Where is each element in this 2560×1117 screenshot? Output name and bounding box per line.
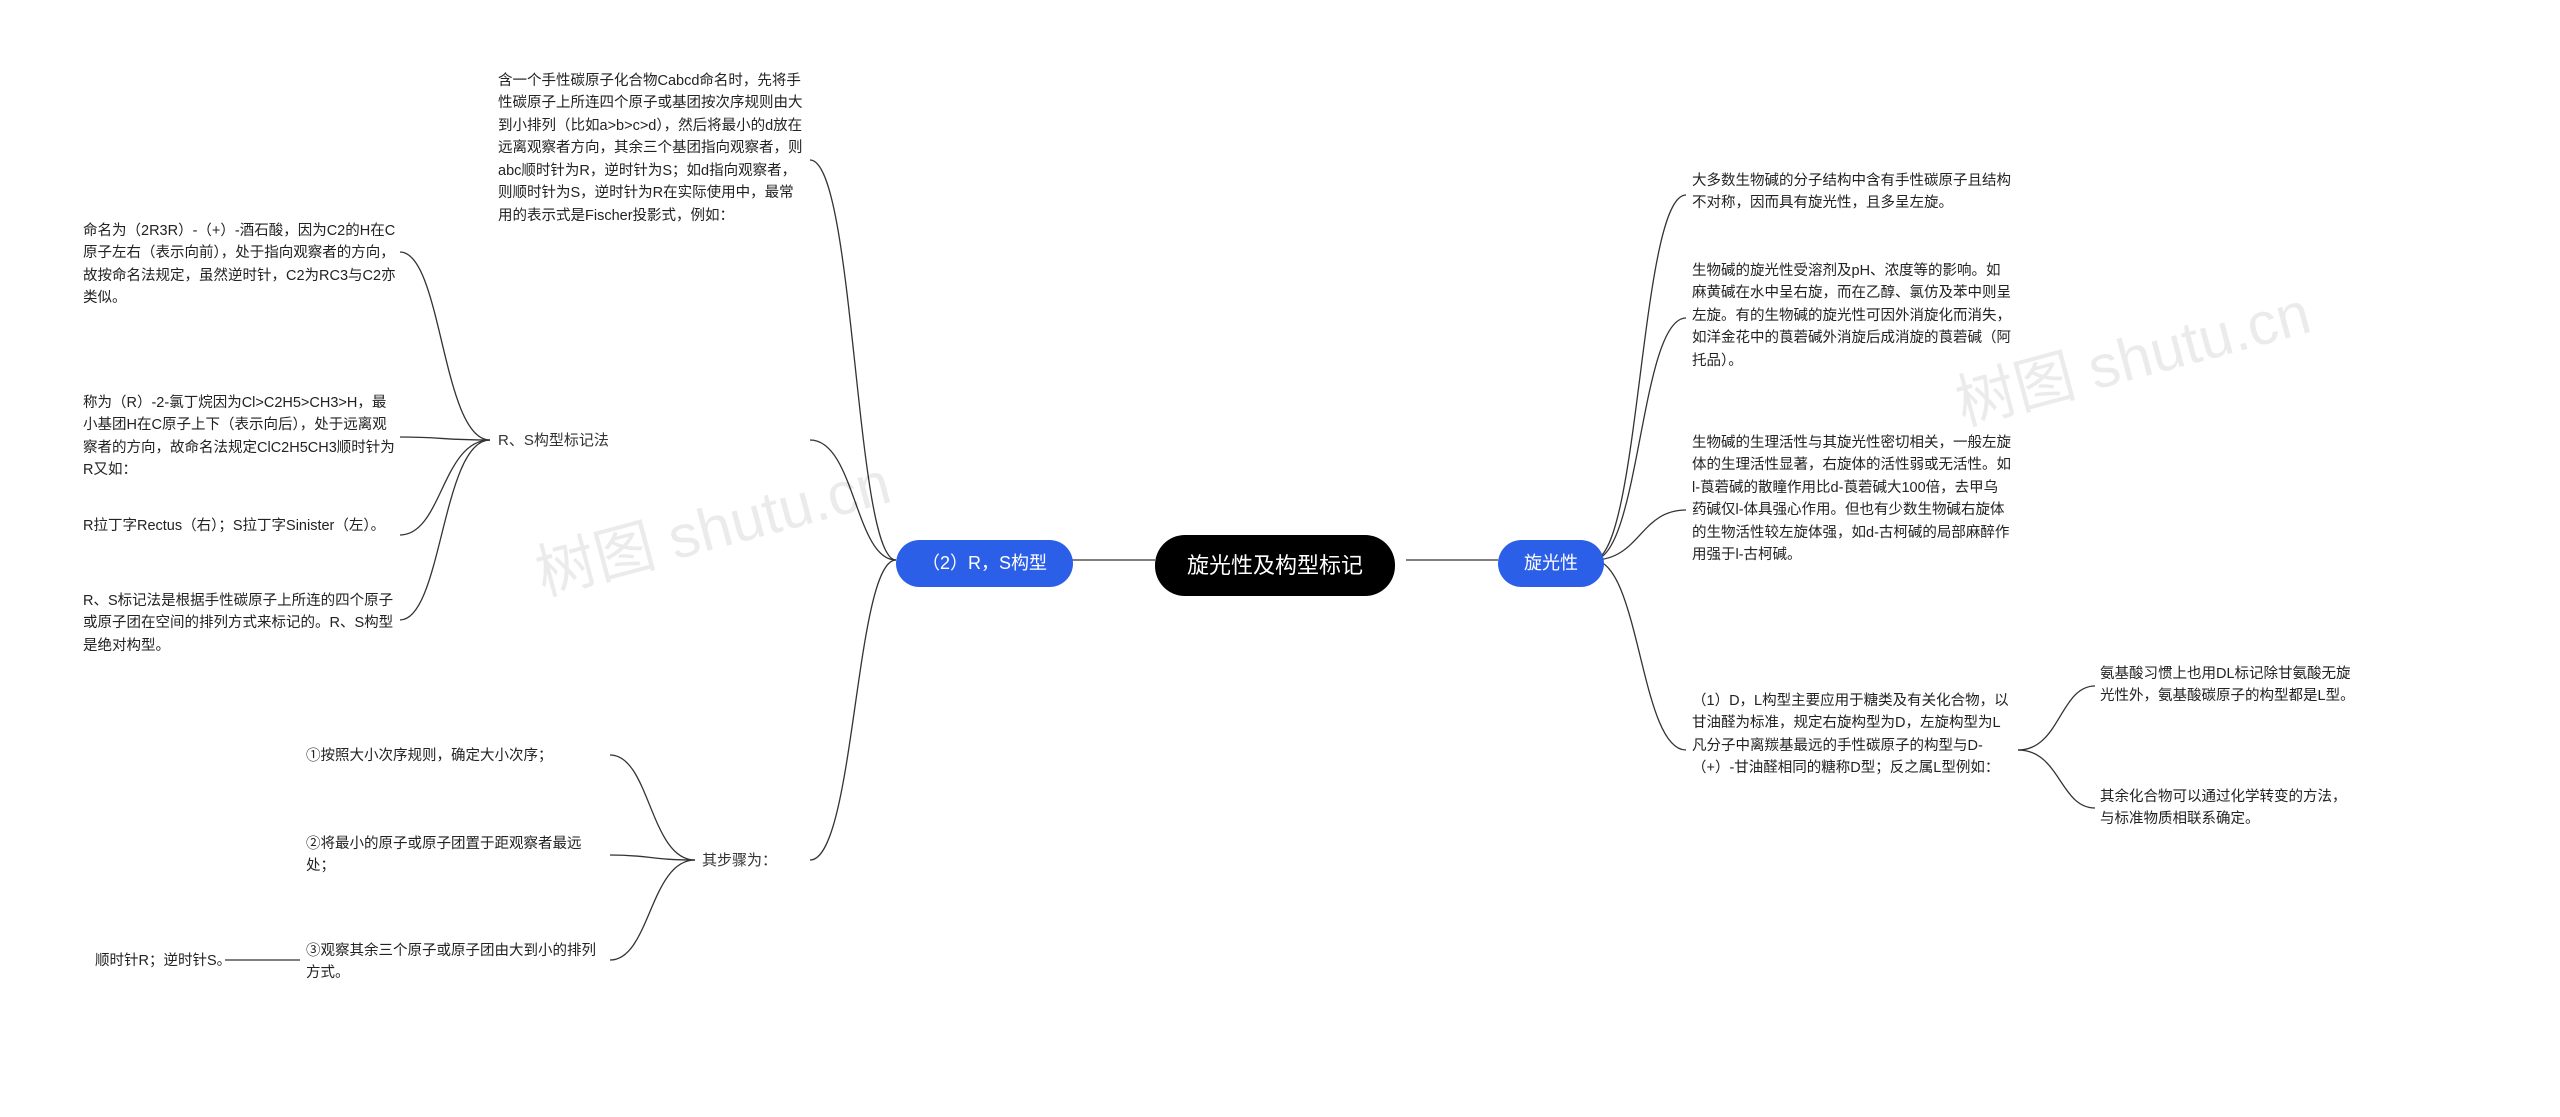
right-child-3: 生物碱的生理活性与其旋光性密切相关，一般左旋体的生理活性显著，右旋体的活性弱或无… [1692,432,2012,567]
left-child-3-step-2-text: ②将最小的原子或原子团置于距观察者最远处； [306,836,582,874]
right-child-3-text: 生物碱的生理活性与其旋光性密切相关，一般左旋体的生理活性显著，右旋体的活性弱或无… [1692,435,2011,563]
right-child-4-text: （1）D，L构型主要应用于糖类及有关化合物，以甘油醛为标准，规定右旋构型为D，左… [1692,693,2009,776]
left-child-3-step-1: ①按照大小次序规则，确定大小次序； [306,745,553,767]
left-child-3-label-text: 其步骤为： [702,852,777,869]
left-branch-node: （2）R，S构型 [896,540,1073,587]
left-child-2-sub-4-text: R、S标记法是根据手性碳原子上所连的四个原子或原子团在空间的排列方式来标记的。R… [83,593,393,654]
left-child-2-sub-4: R、S标记法是根据手性碳原子上所连的四个原子或原子团在空间的排列方式来标记的。R… [83,590,398,657]
left-child-2-sub-2-text: 称为（R）-2-氯丁烷因为Cl>C2H5>CH3>H，最小基团H在C原子上下（表… [83,395,395,478]
left-child-3-label: 其步骤为： [702,850,777,873]
left-child-1-text: 含一个手性碳原子化合物Cabcd命名时，先将手性碳原子上所连四个原子或基团按次序… [498,73,803,224]
left-child-2-label: R、S构型标记法 [498,430,609,453]
watermark-1: 树图 shutu.cn [525,434,899,612]
right-child-4-sub-1: 氨基酸习惯上也用DL标记除甘氨酸无旋光性外，氨基酸碳原子的构型都是L型。 [2100,663,2360,708]
right-child-2: 生物碱的旋光性受溶剂及pH、浓度等的影响。如麻黄碱在水中呈右旋，而在乙醇、氯仿及… [1692,260,2012,372]
right-child-4-sub-2-text: 其余化合物可以通过化学转变的方法，与标准物质相联系确定。 [2100,789,2347,827]
left-child-3-step-1-text: ①按照大小次序规则，确定大小次序； [306,748,553,764]
right-child-1-text: 大多数生物碱的分子结构中含有手性碳原子且结构不对称，因而具有旋光性，且多呈左旋。 [1692,173,2011,211]
left-child-3-step-3-text: ③观察其余三个原子或原子团由大到小的排列方式。 [306,943,596,981]
center-node: 旋光性及构型标记 [1155,535,1395,596]
left-branch-label: （2）R，S构型 [922,553,1047,573]
right-branch-label: 旋光性 [1524,553,1578,573]
right-child-2-text: 生物碱的旋光性受溶剂及pH、浓度等的影响。如麻黄碱在水中呈右旋，而在乙醇、氯仿及… [1692,263,2011,369]
left-child-3-step-3: ③观察其余三个原子或原子团由大到小的排列方式。 [306,940,606,985]
left-child-2-sub-1: 命名为（2R3R）-（+）-酒石酸，因为C2的H在C原子左右（表示向前），处于指… [83,220,398,310]
left-child-3-step-2: ②将最小的原子或原子团置于距观察者最远处； [306,833,606,878]
left-child-2-sub-3: R拉丁字Rectus（右）；S拉丁字Sinister（左）。 [83,515,385,537]
right-branch-node: 旋光性 [1498,540,1604,587]
right-child-4-sub-1-text: 氨基酸习惯上也用DL标记除甘氨酸无旋光性外，氨基酸碳原子的构型都是L型。 [2100,666,2355,704]
right-child-4: （1）D，L构型主要应用于糖类及有关化合物，以甘油醛为标准，规定右旋构型为D，左… [1692,690,2012,780]
left-child-1: 含一个手性碳原子化合物Cabcd命名时，先将手性碳原子上所连四个原子或基团按次序… [498,70,808,227]
center-label: 旋光性及构型标记 [1187,553,1363,578]
left-child-3-step-3-sub: 顺时针R；逆时针S。 [95,950,231,972]
left-child-2-sub-3-text: R拉丁字Rectus（右）；S拉丁字Sinister（左）。 [83,518,385,534]
left-child-2-sub-1-text: 命名为（2R3R）-（+）-酒石酸，因为C2的H在C原子左右（表示向前），处于指… [83,223,396,306]
right-child-1: 大多数生物碱的分子结构中含有手性碳原子且结构不对称，因而具有旋光性，且多呈左旋。 [1692,170,2012,215]
right-child-4-sub-2: 其余化合物可以通过化学转变的方法，与标准物质相联系确定。 [2100,786,2360,831]
left-child-2-sub-2: 称为（R）-2-氯丁烷因为Cl>C2H5>CH3>H，最小基团H在C原子上下（表… [83,392,398,482]
left-child-3-step-3-sub-text: 顺时针R；逆时针S。 [95,953,231,969]
left-child-2-label-text: R、S构型标记法 [498,432,609,449]
